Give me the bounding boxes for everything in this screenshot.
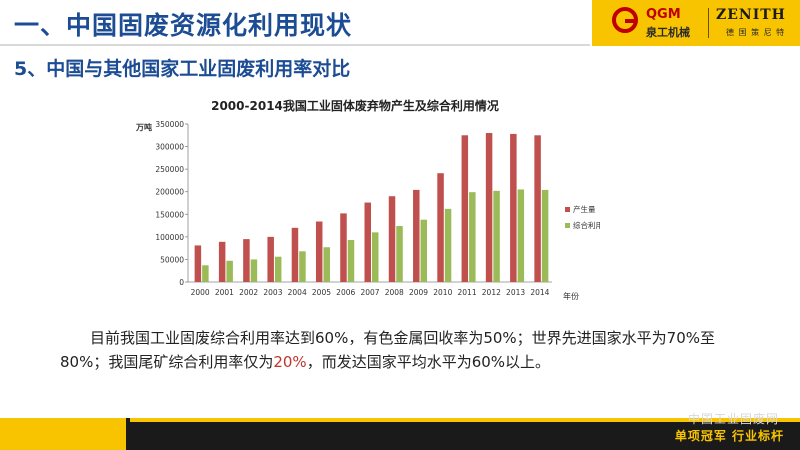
paragraph-text-2: ，而发达国家平均水平为60%以上。 bbox=[306, 353, 551, 371]
zenith-logo-text: ZENITH bbox=[716, 7, 786, 23]
x-tick-label: 2003 bbox=[263, 288, 282, 297]
bar-generated bbox=[461, 135, 469, 282]
bar-utilized bbox=[226, 260, 233, 282]
bar-generated bbox=[291, 227, 299, 282]
qgm-logo-icon bbox=[612, 7, 638, 33]
bar-utilized bbox=[250, 259, 258, 282]
x-tick-label: 2008 bbox=[385, 288, 404, 297]
bar-generated bbox=[218, 241, 226, 282]
qgm-logo-text: QGM bbox=[646, 7, 681, 22]
slide-footer: 单项冠军 行业标杆 bbox=[0, 418, 800, 450]
bar-utilized bbox=[541, 189, 549, 282]
x-tick-label: 2007 bbox=[360, 288, 379, 297]
y-tick-label: 150000 bbox=[155, 210, 184, 219]
bar-generated bbox=[267, 236, 274, 282]
bar-utilized bbox=[274, 256, 282, 282]
bar-generated bbox=[364, 202, 371, 282]
qgm-logo-cn: 泉工机械 bbox=[646, 26, 690, 39]
x-tick-label: 2002 bbox=[239, 288, 258, 297]
legend-label: 产生量 bbox=[573, 204, 596, 214]
bar-generated bbox=[243, 239, 250, 282]
x-tick-label: 2004 bbox=[288, 288, 307, 297]
bar-utilized bbox=[202, 265, 209, 282]
bar-utilized bbox=[372, 232, 379, 282]
x-tick-label: 2005 bbox=[312, 288, 331, 297]
chart-legend: 产生量综合利用量 bbox=[565, 204, 600, 230]
y-tick-label: 350000 bbox=[155, 120, 184, 129]
bar-generated bbox=[315, 221, 323, 282]
x-tick-label: 2000 bbox=[191, 288, 210, 297]
bar-generated bbox=[194, 245, 202, 282]
footer-yellow-block bbox=[0, 418, 126, 450]
bar-utilized bbox=[396, 226, 403, 282]
footer-black-band bbox=[126, 418, 800, 450]
paragraph-highlight: 20% bbox=[273, 353, 307, 371]
y-tick-label: 100000 bbox=[155, 233, 184, 242]
chart-title: 2000-2014我国工业固体废弃物产生及综合利用情况 bbox=[211, 98, 499, 113]
bar-generated bbox=[340, 213, 347, 282]
bar-utilized bbox=[444, 208, 452, 282]
watermark-text: 中国工业固废网 bbox=[688, 412, 780, 426]
bar-utilized bbox=[323, 247, 330, 282]
x-tick-label: 2010 bbox=[433, 288, 452, 297]
chart-y-axis-label: 万吨 bbox=[135, 122, 152, 132]
bar-generated bbox=[413, 189, 420, 282]
y-tick-label: 250000 bbox=[155, 165, 184, 174]
y-tick-label: 50000 bbox=[160, 255, 184, 264]
paragraph-text-1: 目前我国工业固废综合利用率达到60%，有色金属回收率为50%；世界先进国家水平为… bbox=[60, 329, 716, 371]
bar-utilized bbox=[420, 219, 428, 282]
bar-utilized bbox=[469, 192, 476, 282]
bar-generated bbox=[510, 133, 517, 282]
chart-bars bbox=[194, 133, 549, 282]
bar-utilized bbox=[347, 240, 355, 282]
zenith-logo-cn: 德 国 策 尼 特 bbox=[726, 28, 786, 37]
legend-label: 综合利用量 bbox=[573, 220, 600, 230]
bar-generated bbox=[485, 133, 493, 282]
section-subtitle: 5、中国与其他国家工业固废利用率对比 bbox=[14, 58, 351, 80]
x-tick-label: 2001 bbox=[215, 288, 234, 297]
legend-swatch bbox=[565, 223, 570, 228]
bar-generated bbox=[388, 196, 396, 282]
footer-slogan: 单项冠军 行业标杆 bbox=[674, 429, 784, 443]
bar-utilized bbox=[299, 251, 306, 282]
x-tick-label: 2006 bbox=[336, 288, 355, 297]
header-divider bbox=[0, 44, 590, 46]
y-tick-label: 200000 bbox=[155, 188, 184, 197]
bar-generated bbox=[534, 135, 541, 282]
body-paragraph: 目前我国工业固废综合利用率达到60%，有色金属回收率为50%；世界先进国家水平为… bbox=[60, 326, 740, 374]
legend-swatch bbox=[565, 207, 570, 212]
x-tick-label: 2013 bbox=[506, 288, 525, 297]
footer-gold-stripe bbox=[130, 418, 800, 422]
logo-separator bbox=[708, 8, 709, 38]
bar-utilized bbox=[493, 190, 500, 282]
bar-generated bbox=[437, 173, 444, 282]
slide-title: 一、中国固废资源化利用现状 bbox=[14, 11, 353, 40]
chart-x-axis-label: 年份 bbox=[563, 291, 579, 301]
x-tick-label: 2011 bbox=[458, 288, 477, 297]
x-tick-label: 2012 bbox=[482, 288, 501, 297]
bar-chart: 2000-2014我国工业固体废弃物产生及综合利用情况 万吨 年份 0 50000… bbox=[135, 98, 600, 301]
x-tick-label: 2014 bbox=[530, 288, 549, 297]
y-tick-label: 300000 bbox=[155, 143, 184, 152]
x-tick-label: 2009 bbox=[409, 288, 428, 297]
bar-utilized bbox=[517, 189, 525, 282]
y-tick-label: 0 bbox=[179, 278, 184, 287]
